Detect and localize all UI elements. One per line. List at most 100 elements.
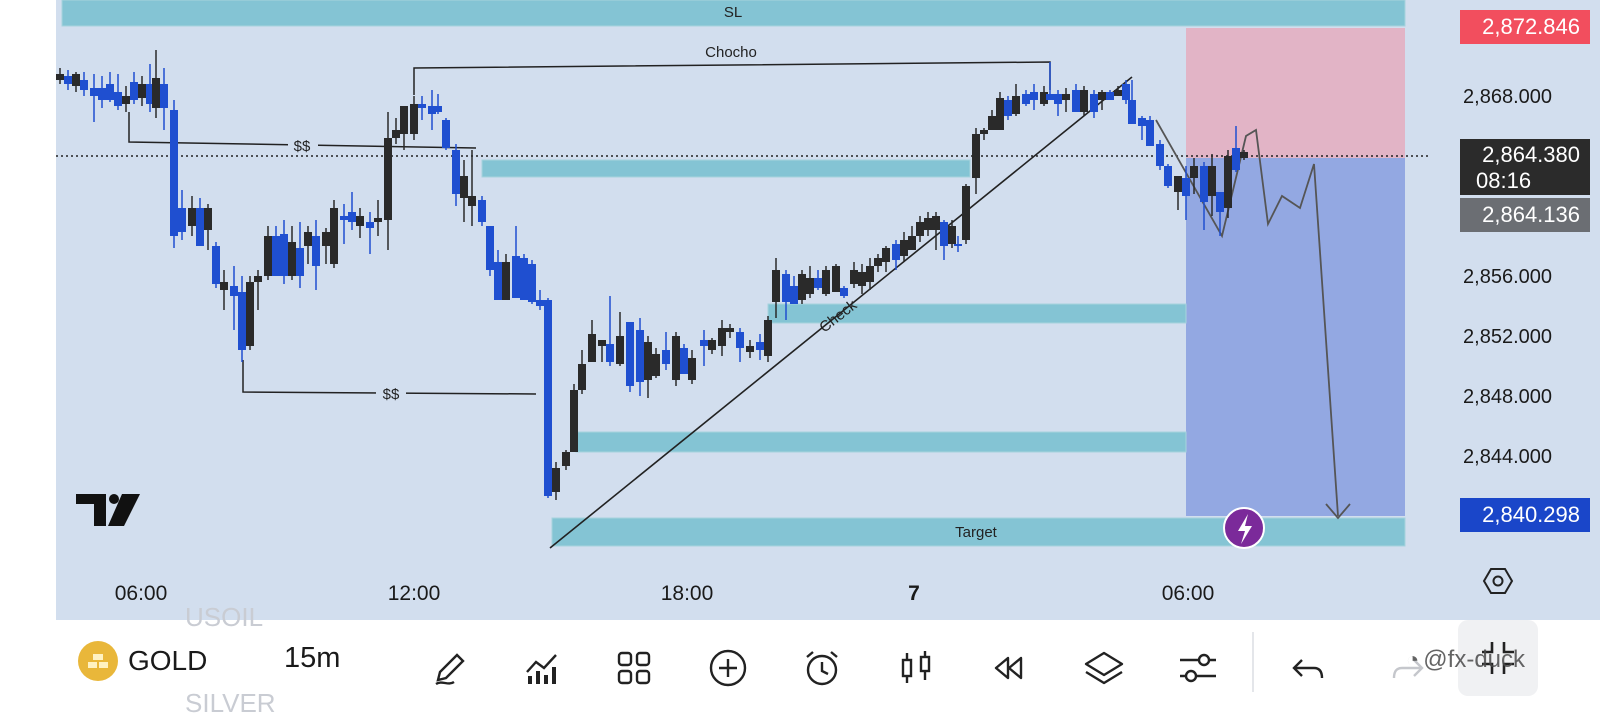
time-axis-label: 12:00 bbox=[387, 582, 441, 605]
current-price-tag: 2,864.380 08:16 bbox=[1460, 139, 1590, 195]
add-button[interactable] bbox=[702, 642, 754, 694]
candle-body bbox=[254, 276, 262, 282]
axis-settings-icon[interactable] bbox=[1482, 568, 1514, 594]
candle-body bbox=[1138, 118, 1146, 126]
price-axis-label: 2,844.000 bbox=[1463, 446, 1552, 468]
bottom-price-tag: 2,840.298 bbox=[1460, 498, 1590, 532]
redo-icon bbox=[1392, 659, 1424, 679]
candle-body bbox=[1090, 94, 1098, 112]
current-price-value: 2,864.380 bbox=[1482, 142, 1580, 167]
candle-body bbox=[204, 208, 212, 230]
candle-body bbox=[366, 222, 374, 228]
bar-countdown: 08:16 bbox=[1476, 168, 1532, 193]
indicators-button[interactable] bbox=[516, 642, 568, 694]
candle-body bbox=[178, 208, 186, 232]
liquidity-line-top bbox=[128, 112, 477, 149]
candle-body bbox=[718, 328, 726, 346]
candle-body bbox=[900, 240, 908, 256]
watermark: ◔ @fx-duck bbox=[1406, 646, 1525, 674]
symbol-above[interactable]: USOIL bbox=[185, 602, 264, 632]
candle-body bbox=[1098, 92, 1106, 100]
candle-body bbox=[152, 78, 160, 108]
candle-body bbox=[1128, 100, 1136, 124]
demand-zone-2 bbox=[767, 303, 1187, 324]
candle-body bbox=[1122, 84, 1130, 100]
candle-body bbox=[892, 244, 900, 260]
candle-body bbox=[452, 150, 460, 194]
top-price-tag: 2,872.846 bbox=[1460, 10, 1590, 44]
candle-body bbox=[122, 96, 130, 104]
candle-body bbox=[304, 232, 312, 246]
price-axis-label: 2,852.000 bbox=[1463, 326, 1552, 348]
liquidity-line-bottom bbox=[242, 360, 537, 395]
candle-body bbox=[1106, 92, 1114, 100]
replay-button[interactable] bbox=[982, 642, 1034, 694]
lightning-badge-icon[interactable] bbox=[1223, 507, 1265, 549]
chart-area[interactable]: Chocho SL Target $$ $$ Check 2,868.000 2… bbox=[56, 0, 1600, 620]
layers-button[interactable] bbox=[1078, 642, 1130, 694]
fullscreen-exit-button[interactable] bbox=[1458, 620, 1538, 696]
candle-body bbox=[1004, 100, 1012, 116]
layouts-button[interactable] bbox=[608, 642, 660, 694]
candle-body bbox=[460, 176, 468, 198]
chocho-label: Chocho bbox=[705, 44, 757, 61]
symbol-selector[interactable]: GOLD bbox=[78, 640, 207, 682]
candle-body bbox=[962, 186, 970, 240]
candle-body bbox=[296, 248, 304, 276]
settings-button[interactable] bbox=[1172, 642, 1224, 694]
candle-body bbox=[348, 212, 356, 222]
candle-body bbox=[130, 82, 138, 100]
candle-body bbox=[1156, 144, 1164, 166]
candle-body bbox=[170, 110, 178, 236]
time-axis-label: 06:00 bbox=[114, 582, 168, 605]
candle-body bbox=[330, 208, 338, 264]
candle-body bbox=[1080, 90, 1088, 112]
candle-body bbox=[790, 286, 798, 304]
candle-body bbox=[552, 468, 560, 492]
candle-body bbox=[822, 270, 830, 294]
candle-body bbox=[410, 104, 418, 134]
redo-button[interactable] bbox=[1382, 642, 1434, 694]
chart-type-button[interactable] bbox=[890, 642, 942, 694]
candle-body bbox=[662, 350, 670, 364]
candlesticks bbox=[56, 50, 1248, 500]
candle-body bbox=[428, 106, 436, 114]
target-label: Target bbox=[955, 524, 998, 541]
candle-body bbox=[1190, 166, 1198, 178]
candle-body bbox=[72, 74, 80, 86]
candle-body bbox=[322, 232, 330, 246]
candle-body bbox=[588, 334, 596, 362]
alert-button[interactable] bbox=[796, 642, 848, 694]
candle-body bbox=[1054, 94, 1062, 104]
draw-button[interactable] bbox=[424, 642, 476, 694]
price-chart[interactable]: Chocho SL Target $$ $$ Check bbox=[56, 0, 1600, 620]
candle-body bbox=[280, 234, 288, 276]
chart-type-icon bbox=[901, 651, 931, 683]
candle-body bbox=[1072, 90, 1080, 112]
candle-body bbox=[924, 218, 932, 230]
candle-body bbox=[264, 236, 272, 276]
candle-body bbox=[626, 322, 634, 386]
timeframe-selector[interactable]: 15m bbox=[284, 642, 341, 674]
candle-body bbox=[188, 208, 196, 226]
candle-body bbox=[1040, 92, 1048, 104]
candle-body bbox=[312, 236, 320, 266]
candle-body bbox=[106, 84, 114, 100]
candle-body bbox=[434, 106, 442, 112]
candle-body bbox=[908, 236, 916, 250]
time-axis-label: 06:00 bbox=[1161, 582, 1215, 605]
candle-body bbox=[1114, 90, 1122, 96]
candle-body bbox=[544, 300, 552, 496]
candle-body bbox=[644, 342, 652, 380]
undo-icon bbox=[1292, 659, 1324, 679]
candle-body bbox=[940, 222, 948, 246]
candle-body bbox=[1046, 94, 1054, 100]
undo-button[interactable] bbox=[1282, 642, 1334, 694]
candle-body bbox=[652, 354, 660, 376]
alert-icon bbox=[806, 651, 838, 686]
candle-body bbox=[288, 242, 296, 276]
candle-body bbox=[392, 130, 400, 138]
candle-body bbox=[688, 358, 696, 380]
sl-zone bbox=[61, 0, 1406, 27]
symbol-below[interactable]: SILVER bbox=[185, 688, 276, 718]
